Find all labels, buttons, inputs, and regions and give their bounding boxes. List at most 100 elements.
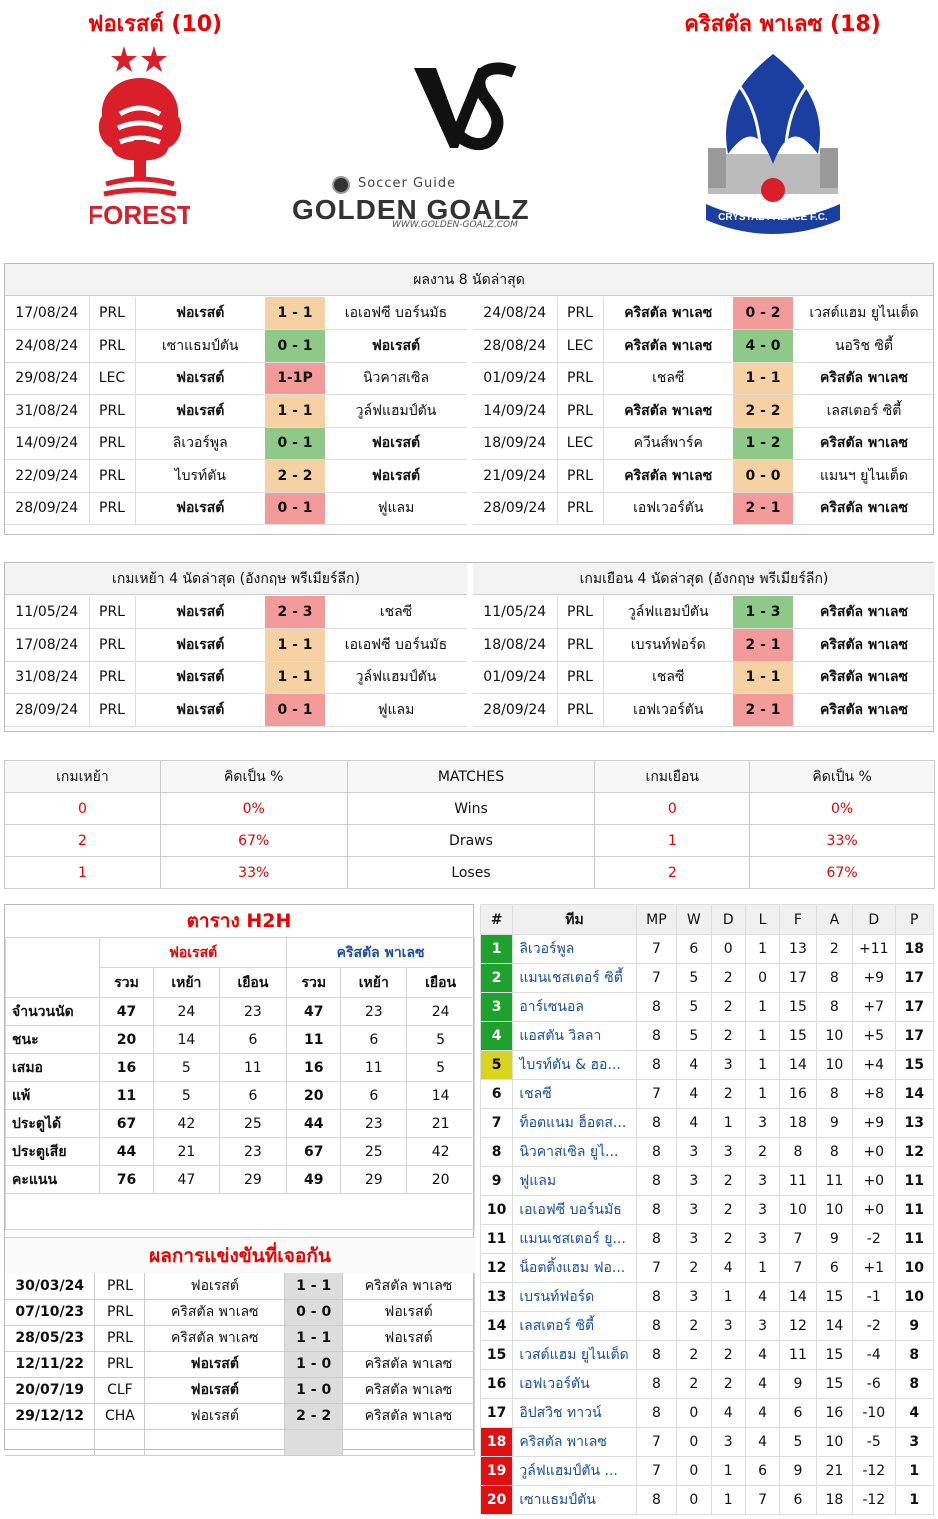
goals-for: 17 <box>779 963 817 993</box>
won: 2 <box>676 1340 712 1370</box>
team-name[interactable]: น็อตติ้งแฮม ฟอ... <box>512 1253 637 1283</box>
h2h-value: 5 <box>406 1025 475 1054</box>
meeting-date: 30/03/24 <box>5 1273 96 1300</box>
points: 17 <box>894 992 935 1022</box>
position: 10 <box>479 1195 514 1225</box>
match-row: 22/09/24 PRL ไบรท์ตัน 2 - 2 ฟอเรสต์ <box>5 459 467 493</box>
score: 2 - 3 <box>265 596 325 629</box>
match-date: 01/09/24 <box>473 362 558 395</box>
league-row: 12 น็อตติ้งแฮม ฟอ... 7 2 4 1 7 6 +1 10 <box>479 1253 935 1283</box>
meeting-date: 20/07/19 <box>5 1377 96 1404</box>
league-header: ทีม <box>512 904 637 935</box>
team-name[interactable]: เชลซี <box>512 1079 637 1109</box>
team-name[interactable]: ฟูแลม <box>512 1166 637 1196</box>
h2h-value: 44 <box>98 1137 155 1166</box>
goal-diff: +9 <box>852 963 896 993</box>
competition: PRL <box>89 596 136 629</box>
meeting-score: 1 - 0 <box>284 1377 344 1404</box>
h2h-value: 24 <box>406 997 475 1026</box>
lost: 4 <box>744 1398 781 1428</box>
away-count: 0 <box>594 792 751 825</box>
played: 7 <box>635 1456 678 1486</box>
form-stats-table: เกมเหย้า คิดเป็น % MATCHES เกมเยือน คิดเป็น … <box>4 760 935 889</box>
drawn: 3 <box>710 1427 746 1457</box>
score: 2 - 2 <box>265 459 325 493</box>
team-name[interactable]: ท็อตแนม ฮ็อตส... <box>512 1108 637 1138</box>
meeting-competition: CLF <box>94 1377 146 1404</box>
won: 0 <box>676 1398 712 1428</box>
position: 5 <box>479 1050 514 1080</box>
h2h-subheader: เยือน <box>406 967 475 998</box>
team-name[interactable]: ไบรท์ตัน & ฮอ... <box>512 1050 637 1080</box>
league-row: 1 ลิเวอร์พูล 7 6 0 1 13 2 +11 18 <box>479 934 935 964</box>
recent-form-title: ผลงาน 8 นัดล่าสุด <box>5 264 933 296</box>
away-team: นอริช ซิตี้ <box>793 329 935 363</box>
match-row: 28/09/24 PRL เอฟเวอร์ตัน 2 - 1 คริสตัล พาเลซ <box>473 492 935 525</box>
away-team: คริสตัล พาเลซ <box>793 427 935 460</box>
match-row: 29/08/24 LEC ฟอเรสต์ 1-1P นิวคาสเซิล <box>5 362 467 395</box>
h2h-value: 6 <box>218 1081 288 1110</box>
match-row: 17/08/24 PRL ฟอเรสต์ 1 - 1 เอเอฟซี บอร์นมัธ <box>5 297 467 330</box>
competition: PRL <box>557 661 604 694</box>
h2h-label: ประตูเสีย <box>5 1137 100 1166</box>
points: 17 <box>894 963 935 993</box>
goals-for: 14 <box>779 1282 817 1312</box>
h2h-row: คะแนน 76 47 29 49 29 20 <box>5 1165 475 1194</box>
team-name[interactable]: เลสเตอร์ ซิตี้ <box>512 1311 637 1341</box>
team-name[interactable]: อาร์เซนอล <box>512 992 637 1022</box>
competition: PRL <box>557 693 604 727</box>
h2h-value: 6 <box>218 1025 288 1054</box>
home-team: คริสตัล พาเลซ <box>603 394 733 428</box>
score: 2 - 2 <box>733 394 793 428</box>
team-name[interactable]: เอเอฟซี บอร์นมัธ <box>512 1195 637 1225</box>
home-team-title: ฟอเรสต์ (10) <box>87 12 223 37</box>
won: 0 <box>676 1427 712 1457</box>
played: 8 <box>635 1340 678 1370</box>
won: 2 <box>676 1253 712 1283</box>
team-name[interactable]: เซาแธมป์ตัน <box>512 1485 637 1515</box>
position: 13 <box>479 1282 514 1312</box>
away-team: คริสตัล พาเลซ <box>793 693 935 727</box>
team-name[interactable]: วูล์ฟแฮมป์ตัน ... <box>512 1456 637 1486</box>
won: 3 <box>676 1166 712 1196</box>
match-date: 14/09/24 <box>5 427 90 460</box>
won: 3 <box>676 1195 712 1225</box>
h2h-row: แพ้ 11 5 6 20 6 14 <box>5 1081 475 1110</box>
goals-against: 9 <box>815 1108 854 1138</box>
lost: 1 <box>744 934 781 964</box>
match-row: 31/08/24 PRL ฟอเรสต์ 1 - 1 วูล์ฟแฮมป์ตัน <box>5 394 467 428</box>
match-row: 11/05/24 PRL ฟอเรสต์ 2 - 3 เชลซี <box>5 596 467 629</box>
team-name[interactable]: เวสต์แฮม ยูไนเต็ด <box>512 1340 637 1370</box>
team-name[interactable]: แมนเชสเตอร์ ยู... <box>512 1224 637 1254</box>
league-row: 14 เลสเตอร์ ซิตี้ 8 2 3 3 12 14 -2 9 <box>479 1311 935 1341</box>
team-name[interactable]: แมนเชสเตอร์ ซิตี้ <box>512 963 637 993</box>
home-team: เชลซี <box>603 661 733 694</box>
team-name[interactable]: เอฟเวอร์ตัน <box>512 1369 637 1399</box>
competition: PRL <box>557 459 604 493</box>
vs-mark <box>410 62 520 156</box>
match-date: 29/08/24 <box>5 362 90 395</box>
competition: PRL <box>89 661 136 694</box>
match-row: 24/08/24 PRL คริสตัล พาเลซ 0 - 2 เวสต์แฮม ยู… <box>473 297 935 330</box>
score: 1 - 1 <box>265 661 325 694</box>
goals-for: 5 <box>779 1427 817 1457</box>
team-name[interactable]: แอสตัน วิลลา <box>512 1021 637 1051</box>
team-name[interactable]: ลิเวอร์พูล <box>512 934 637 964</box>
points: 4 <box>894 1398 935 1428</box>
match-date: 18/09/24 <box>473 427 558 460</box>
competition: PRL <box>557 394 604 428</box>
drawn: 3 <box>710 1137 746 1167</box>
team-name[interactable]: เบรนท์ฟอร์ด <box>512 1282 637 1312</box>
h2h-value: 44 <box>286 1109 342 1138</box>
won: 3 <box>676 1282 712 1312</box>
team-name[interactable]: คริสตัล พาเลซ <box>512 1427 637 1457</box>
home-team: ฟอเรสต์ <box>135 661 265 694</box>
h2h-value: 23 <box>218 997 288 1026</box>
stats-header: เกมเหย้า <box>4 760 161 793</box>
match-row: 11/05/24 PRL วูล์ฟแฮมป์ตัน 1 - 3 คริสตัล พาเ… <box>473 596 935 629</box>
h2h-value: 67 <box>286 1137 342 1166</box>
goals-for: 12 <box>779 1311 817 1341</box>
team-name[interactable]: นิวคาสเซิล ยูไ... <box>512 1137 637 1167</box>
position: 15 <box>479 1340 514 1370</box>
team-name[interactable]: อิปสวิช ทาวน์ <box>512 1398 637 1428</box>
